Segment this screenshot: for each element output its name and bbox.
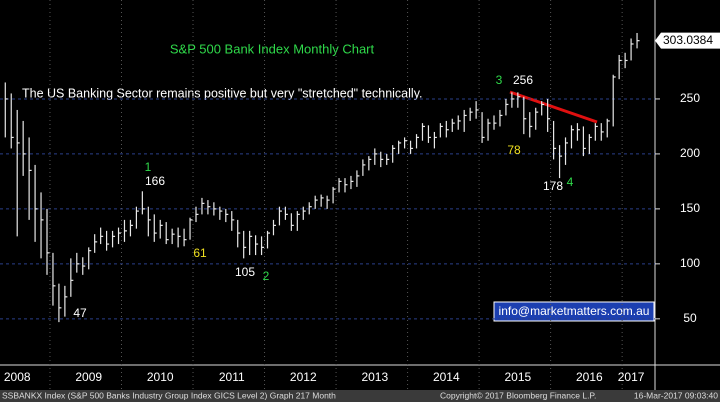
- annotation: 47: [73, 306, 87, 320]
- annotation: 3: [496, 73, 503, 87]
- last-price-label: 303.0384: [663, 33, 713, 47]
- footer-right: 16-Mar-2017 09:03:40: [634, 390, 718, 400]
- x-tick-label: 2012: [290, 370, 317, 384]
- x-tick-label: 2016: [576, 370, 603, 384]
- annotation: 4: [567, 175, 574, 189]
- watermark-box: [493, 301, 655, 322]
- annotation: 2: [263, 269, 270, 283]
- watermark: info@marketmatters.com.au: [499, 304, 650, 318]
- chart-title: S&P 500 Bank Index Monthly Chart: [170, 41, 375, 56]
- y-tick-label: 150: [680, 201, 700, 215]
- x-tick-label: 2013: [361, 370, 388, 384]
- footer-bar: [0, 390, 720, 402]
- footer-left: SSBANKX Index (S&P 500 Banks Industry Gr…: [2, 390, 336, 400]
- annotation: 61: [193, 246, 207, 260]
- annotation: 178: [543, 179, 563, 193]
- y-tick-label: 200: [680, 146, 700, 160]
- y-tick-label: 100: [680, 256, 700, 270]
- chart-subtitle: The US Banking Sector remains positive b…: [22, 86, 423, 100]
- x-tick-label: 2015: [504, 370, 531, 384]
- x-tick-label: 2010: [147, 370, 174, 384]
- x-tick-label: 2017: [618, 370, 645, 384]
- annotation: 256: [513, 73, 533, 87]
- x-tick-label: 2008: [4, 370, 31, 384]
- footer-middle: Copyright© 2017 Bloomberg Finance L.P.: [440, 390, 596, 400]
- x-tick-label: 2009: [75, 370, 102, 384]
- x-tick-label: 2011: [219, 370, 245, 384]
- y-tick-label: 250: [680, 91, 700, 105]
- annotation: 78: [507, 143, 521, 157]
- last-price-marker: [655, 32, 720, 49]
- annotation: 1: [145, 160, 152, 174]
- trend-line: [509, 90, 598, 124]
- annotation: 105: [235, 265, 255, 279]
- y-tick-label: 50: [683, 311, 697, 325]
- x-tick-label: 2014: [433, 370, 460, 384]
- annotation: 166: [145, 174, 165, 188]
